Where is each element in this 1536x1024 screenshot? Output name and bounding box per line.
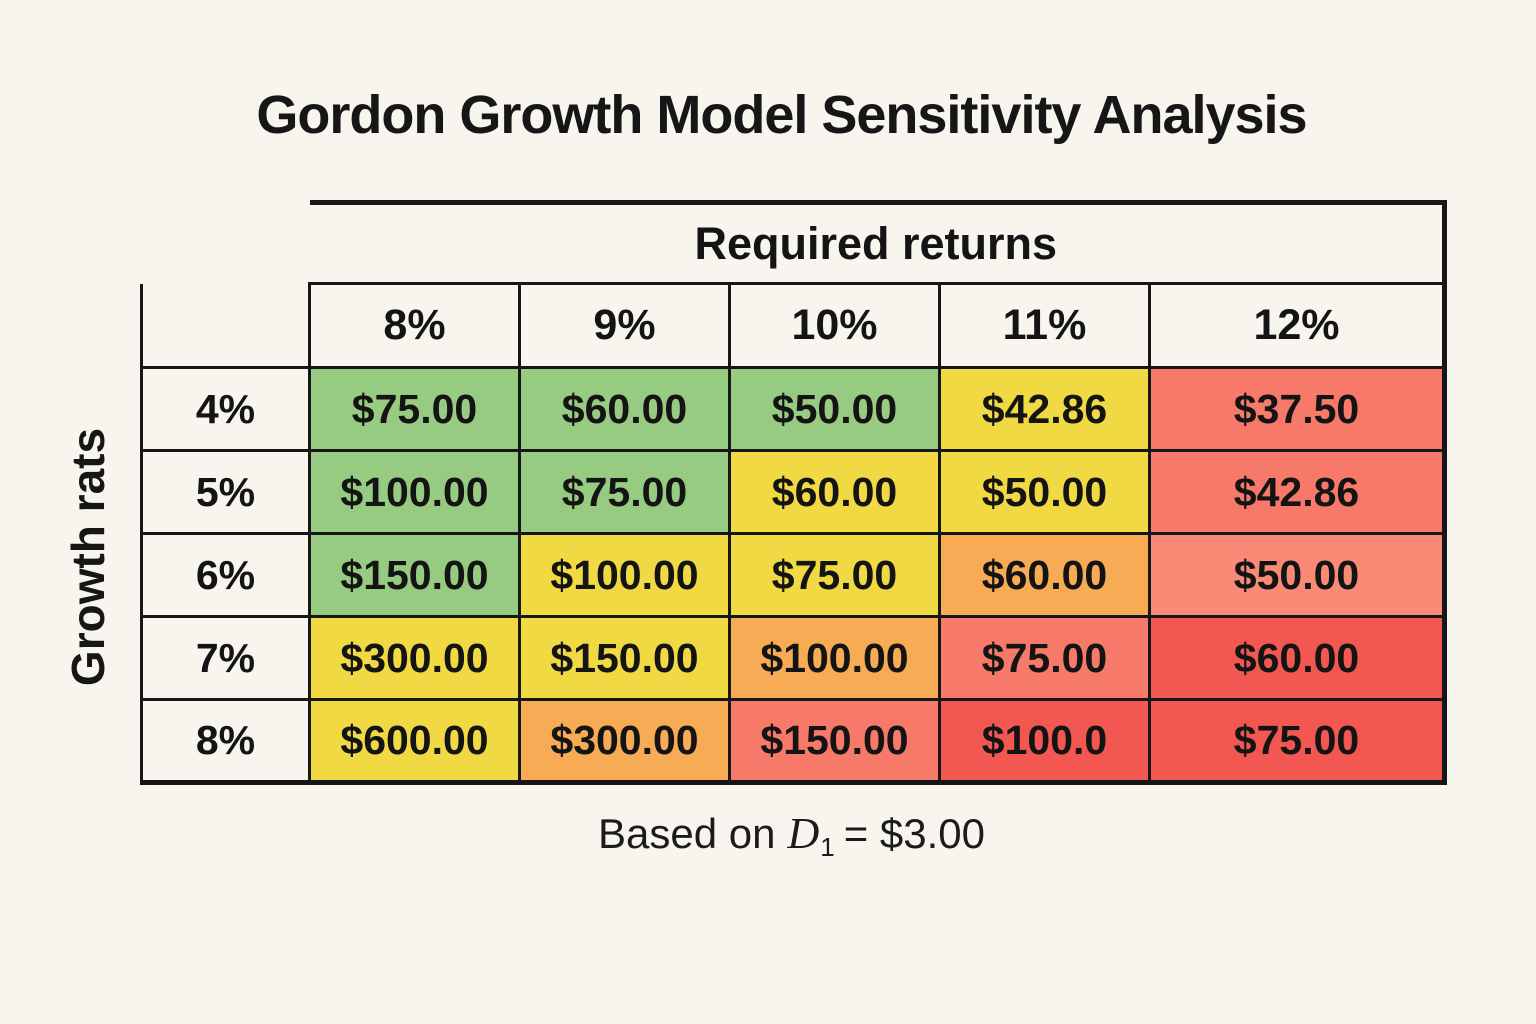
value-cell: $100.0 <box>938 698 1151 785</box>
value-cell: $150.00 <box>728 698 941 785</box>
footnote-variable-subscript: 1 <box>820 832 835 862</box>
footnote-text-after: = $3.00 <box>843 810 986 857</box>
corner-cell <box>140 282 311 369</box>
value-cell: $75.00 <box>308 366 521 452</box>
column-header: 11% <box>938 282 1151 369</box>
value-cell: $100.00 <box>518 532 731 618</box>
row-label: 6% <box>140 532 311 618</box>
phantom-cell <box>142 203 310 284</box>
table-row: 6% $150.00 $100.00 $75.00 $60.00 $50.00 <box>140 532 1447 618</box>
footnote-text-before: Based on <box>597 810 776 857</box>
column-header: 12% <box>1148 282 1447 369</box>
value-cell: $60.00 <box>938 532 1151 618</box>
sensitivity-table: Required returns 8% 9% 10% 11% 12% 4% $75.00 $… <box>140 200 1447 785</box>
value-cell: $60.00 <box>1148 615 1447 701</box>
value-cell: $42.86 <box>938 366 1151 452</box>
value-cell: $75.00 <box>518 449 731 535</box>
row-label: 7% <box>140 615 311 701</box>
value-cell: $37.50 <box>1148 366 1447 452</box>
row-label: 5% <box>140 449 311 535</box>
column-group-header: Required returns <box>308 200 1447 285</box>
value-cell: $100.00 <box>308 449 521 535</box>
footnote-variable: D1 <box>787 809 834 862</box>
footnote-variable-letter: D <box>787 809 820 858</box>
value-cell: $300.00 <box>518 698 731 785</box>
table-row: 7% $300.00 $150.00 $100.00 $75.00 $60.00 <box>140 615 1447 701</box>
value-cell: $150.00 <box>518 615 731 701</box>
value-cell: $75.00 <box>1148 698 1447 785</box>
value-cell: $60.00 <box>728 449 941 535</box>
table-row: 8% $600.00 $300.00 $150.00 $100.0 $75.00 <box>140 698 1447 785</box>
row-group-label: Growth rats <box>62 427 114 687</box>
value-cell: $150.00 <box>308 532 521 618</box>
row-label: 4% <box>140 366 311 452</box>
table-body: Required returns 8% 9% 10% 11% 12% 4% $75.00 $… <box>140 200 1447 785</box>
value-cell: $42.86 <box>1148 449 1447 535</box>
value-cell: $60.00 <box>518 366 731 452</box>
value-cell: $75.00 <box>728 532 941 618</box>
value-cell: $100.00 <box>728 615 941 701</box>
column-header: 10% <box>728 282 941 369</box>
value-cell: $300.00 <box>308 615 521 701</box>
row-label: 8% <box>140 698 311 785</box>
table-row: 4% $75.00 $60.00 $50.00 $42.86 $37.50 <box>140 366 1447 452</box>
column-header: 9% <box>518 282 731 369</box>
column-header-row: 8% 9% 10% 11% 12% <box>140 282 1447 369</box>
value-cell: $50.00 <box>1148 532 1447 618</box>
page-title: Gordon Growth Model Sensitivity Analysis <box>256 85 1307 145</box>
footnote: Based on D1 = $3.00 <box>140 808 1443 862</box>
group-header-row: Required returns <box>142 200 1447 285</box>
table-row: 5% $100.00 $75.00 $60.00 $50.00 $42.86 <box>140 449 1447 535</box>
value-cell: $50.00 <box>728 366 941 452</box>
value-cell: $75.00 <box>938 615 1151 701</box>
value-cell: $50.00 <box>938 449 1151 535</box>
column-header: 8% <box>308 282 521 369</box>
value-cell: $600.00 <box>308 698 521 785</box>
